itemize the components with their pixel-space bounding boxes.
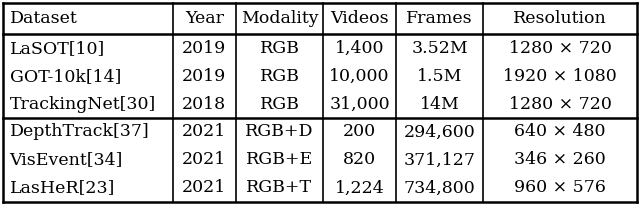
Text: RGB+D: RGB+D xyxy=(245,123,314,140)
Text: TrackingNet[30]: TrackingNet[30] xyxy=(10,96,156,113)
Text: 1,224: 1,224 xyxy=(335,179,385,196)
Text: 1280 × 720: 1280 × 720 xyxy=(509,96,612,113)
Text: RGB: RGB xyxy=(259,96,300,113)
Text: RGB+T: RGB+T xyxy=(246,179,312,196)
Text: 2019: 2019 xyxy=(182,40,227,57)
Text: RGB: RGB xyxy=(259,40,300,57)
Text: Frames: Frames xyxy=(406,10,473,27)
Text: RGB: RGB xyxy=(259,68,300,85)
Text: DepthTrack[37]: DepthTrack[37] xyxy=(10,123,149,140)
Text: RGB+E: RGB+E xyxy=(246,151,313,168)
Text: 820: 820 xyxy=(343,151,376,168)
Text: VisEvent[34]: VisEvent[34] xyxy=(10,151,123,168)
Text: 2021: 2021 xyxy=(182,151,227,168)
Text: Modality: Modality xyxy=(241,10,318,27)
Text: 1.5M: 1.5M xyxy=(417,68,463,85)
Text: 371,127: 371,127 xyxy=(404,151,476,168)
Text: 1920 × 1080: 1920 × 1080 xyxy=(503,68,617,85)
Text: 1280 × 720: 1280 × 720 xyxy=(509,40,612,57)
Text: LasHeR[23]: LasHeR[23] xyxy=(10,179,115,196)
Text: 640 × 480: 640 × 480 xyxy=(515,123,606,140)
Text: Dataset: Dataset xyxy=(10,10,77,27)
Text: 31,000: 31,000 xyxy=(330,96,390,113)
Text: 2021: 2021 xyxy=(182,179,227,196)
Text: 294,600: 294,600 xyxy=(404,123,476,140)
Text: 2018: 2018 xyxy=(182,96,227,113)
Text: 734,800: 734,800 xyxy=(404,179,476,196)
Text: 14M: 14M xyxy=(420,96,460,113)
Text: GOT-10k[14]: GOT-10k[14] xyxy=(10,68,121,85)
Text: Resolution: Resolution xyxy=(513,10,607,27)
Text: 3.52M: 3.52M xyxy=(412,40,468,57)
Text: 200: 200 xyxy=(343,123,376,140)
Text: 10,000: 10,000 xyxy=(330,68,390,85)
Text: 960 × 576: 960 × 576 xyxy=(514,179,606,196)
Text: 1,400: 1,400 xyxy=(335,40,385,57)
Text: Year: Year xyxy=(185,10,224,27)
Text: Videos: Videos xyxy=(330,10,389,27)
Text: 2019: 2019 xyxy=(182,68,227,85)
Text: 346 × 260: 346 × 260 xyxy=(515,151,606,168)
Text: LaSOT[10]: LaSOT[10] xyxy=(10,40,105,57)
Text: 2021: 2021 xyxy=(182,123,227,140)
